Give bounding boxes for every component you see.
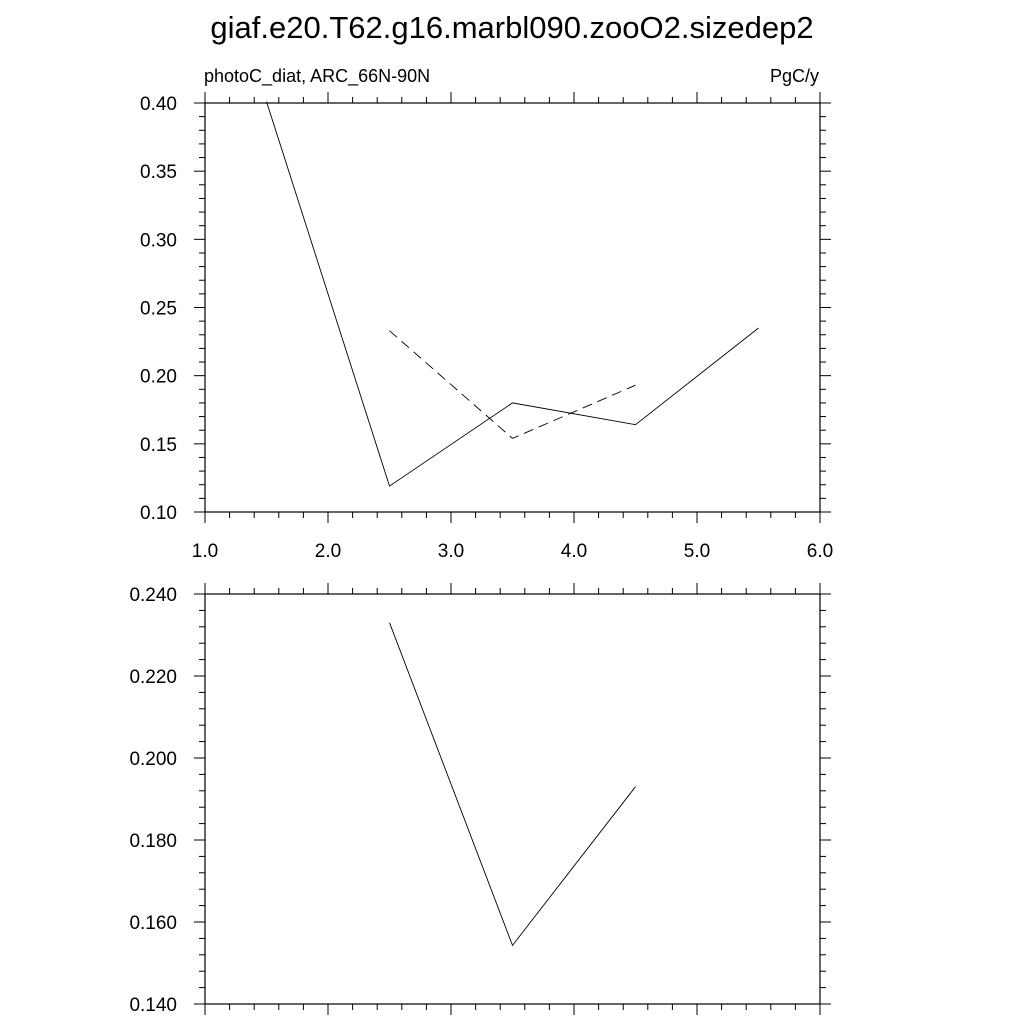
top-panel-units-label: PgC/y <box>770 66 819 86</box>
solid-series-line <box>266 101 759 487</box>
bottom-panel: 0.140 0.160 0.180 0.200 0.220 0.240 <box>129 583 831 1016</box>
solid-series-line <box>389 622 636 947</box>
y-tick-label: 0.30 <box>140 230 177 251</box>
x-tick-label: 5.0 <box>684 541 710 562</box>
x-tick-label: 6.0 <box>807 541 833 562</box>
y-tick-label: 0.240 <box>129 585 177 606</box>
top-panel: photoC_diat, ARC_66N-90N PgC/y 1.0 2.0 3.0… <box>140 66 833 562</box>
y-tick-label: 0.40 <box>140 94 177 115</box>
dashed-series-line <box>389 330 636 439</box>
plot-frame <box>204 593 821 1005</box>
y-tick-label: 0.15 <box>140 435 177 456</box>
top-panel-left-label: photoC_diat, ARC_66N-90N <box>204 66 430 87</box>
y-tick-label: 0.25 <box>140 299 177 320</box>
x-tick-label: 1.0 <box>192 541 218 562</box>
y-tick-label: 0.200 <box>129 749 177 770</box>
y-tick-label: 0.180 <box>129 831 177 852</box>
x-tick-label: 3.0 <box>438 541 464 562</box>
figure-title: giaf.e20.T62.g16.marbl090.zooO2.sizedep2 <box>210 10 813 45</box>
y-tick-label: 0.20 <box>140 367 177 388</box>
y-tick-label: 0.140 <box>129 995 177 1016</box>
y-tick-label: 0.10 <box>140 503 177 524</box>
y-tick-label: 0.35 <box>140 162 177 183</box>
y-tick-label: 0.220 <box>129 667 177 688</box>
plot-frame <box>204 102 821 513</box>
y-tick-label: 0.160 <box>129 913 177 934</box>
x-tick-label: 2.0 <box>315 541 341 562</box>
x-tick-label: 4.0 <box>561 541 587 562</box>
